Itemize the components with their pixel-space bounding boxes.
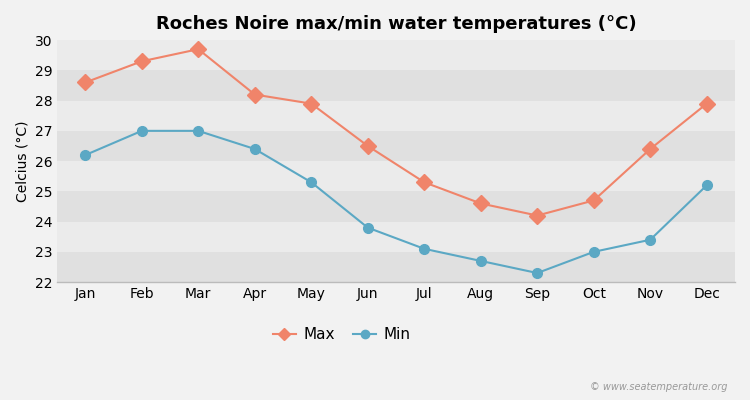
Max	[363, 144, 372, 148]
Bar	[57, 131, 735, 161]
Min	[307, 180, 316, 185]
Bar	[57, 101, 735, 131]
Max	[81, 80, 90, 85]
Max	[251, 92, 260, 97]
Bar	[57, 222, 735, 252]
Min	[590, 250, 598, 254]
Min	[251, 147, 260, 152]
Min	[420, 246, 429, 251]
Bar	[57, 252, 735, 282]
Max	[420, 180, 429, 185]
Max	[476, 201, 485, 206]
Min	[702, 183, 711, 188]
Min	[476, 258, 485, 263]
Max	[646, 147, 655, 152]
Line: Max: Max	[80, 44, 712, 221]
Bar	[57, 40, 735, 70]
Line: Min: Min	[80, 126, 712, 278]
Title: Roches Noire max/min water temperatures (°C): Roches Noire max/min water temperatures …	[156, 15, 636, 33]
Min	[363, 225, 372, 230]
Y-axis label: Celcius (°C): Celcius (°C)	[15, 120, 29, 202]
Bar	[57, 161, 735, 191]
Min	[194, 128, 202, 133]
Bar	[57, 70, 735, 101]
Min	[137, 128, 146, 133]
Max	[307, 101, 316, 106]
Legend: Max, Min: Max, Min	[267, 321, 417, 348]
Max	[590, 198, 598, 203]
Max	[194, 47, 202, 52]
Text: © www.seatemperature.org: © www.seatemperature.org	[590, 382, 728, 392]
Min	[532, 271, 542, 276]
Bar	[57, 191, 735, 222]
Max	[532, 213, 542, 218]
Max	[702, 101, 711, 106]
Min	[81, 153, 90, 158]
Max	[137, 59, 146, 64]
Min	[646, 237, 655, 242]
